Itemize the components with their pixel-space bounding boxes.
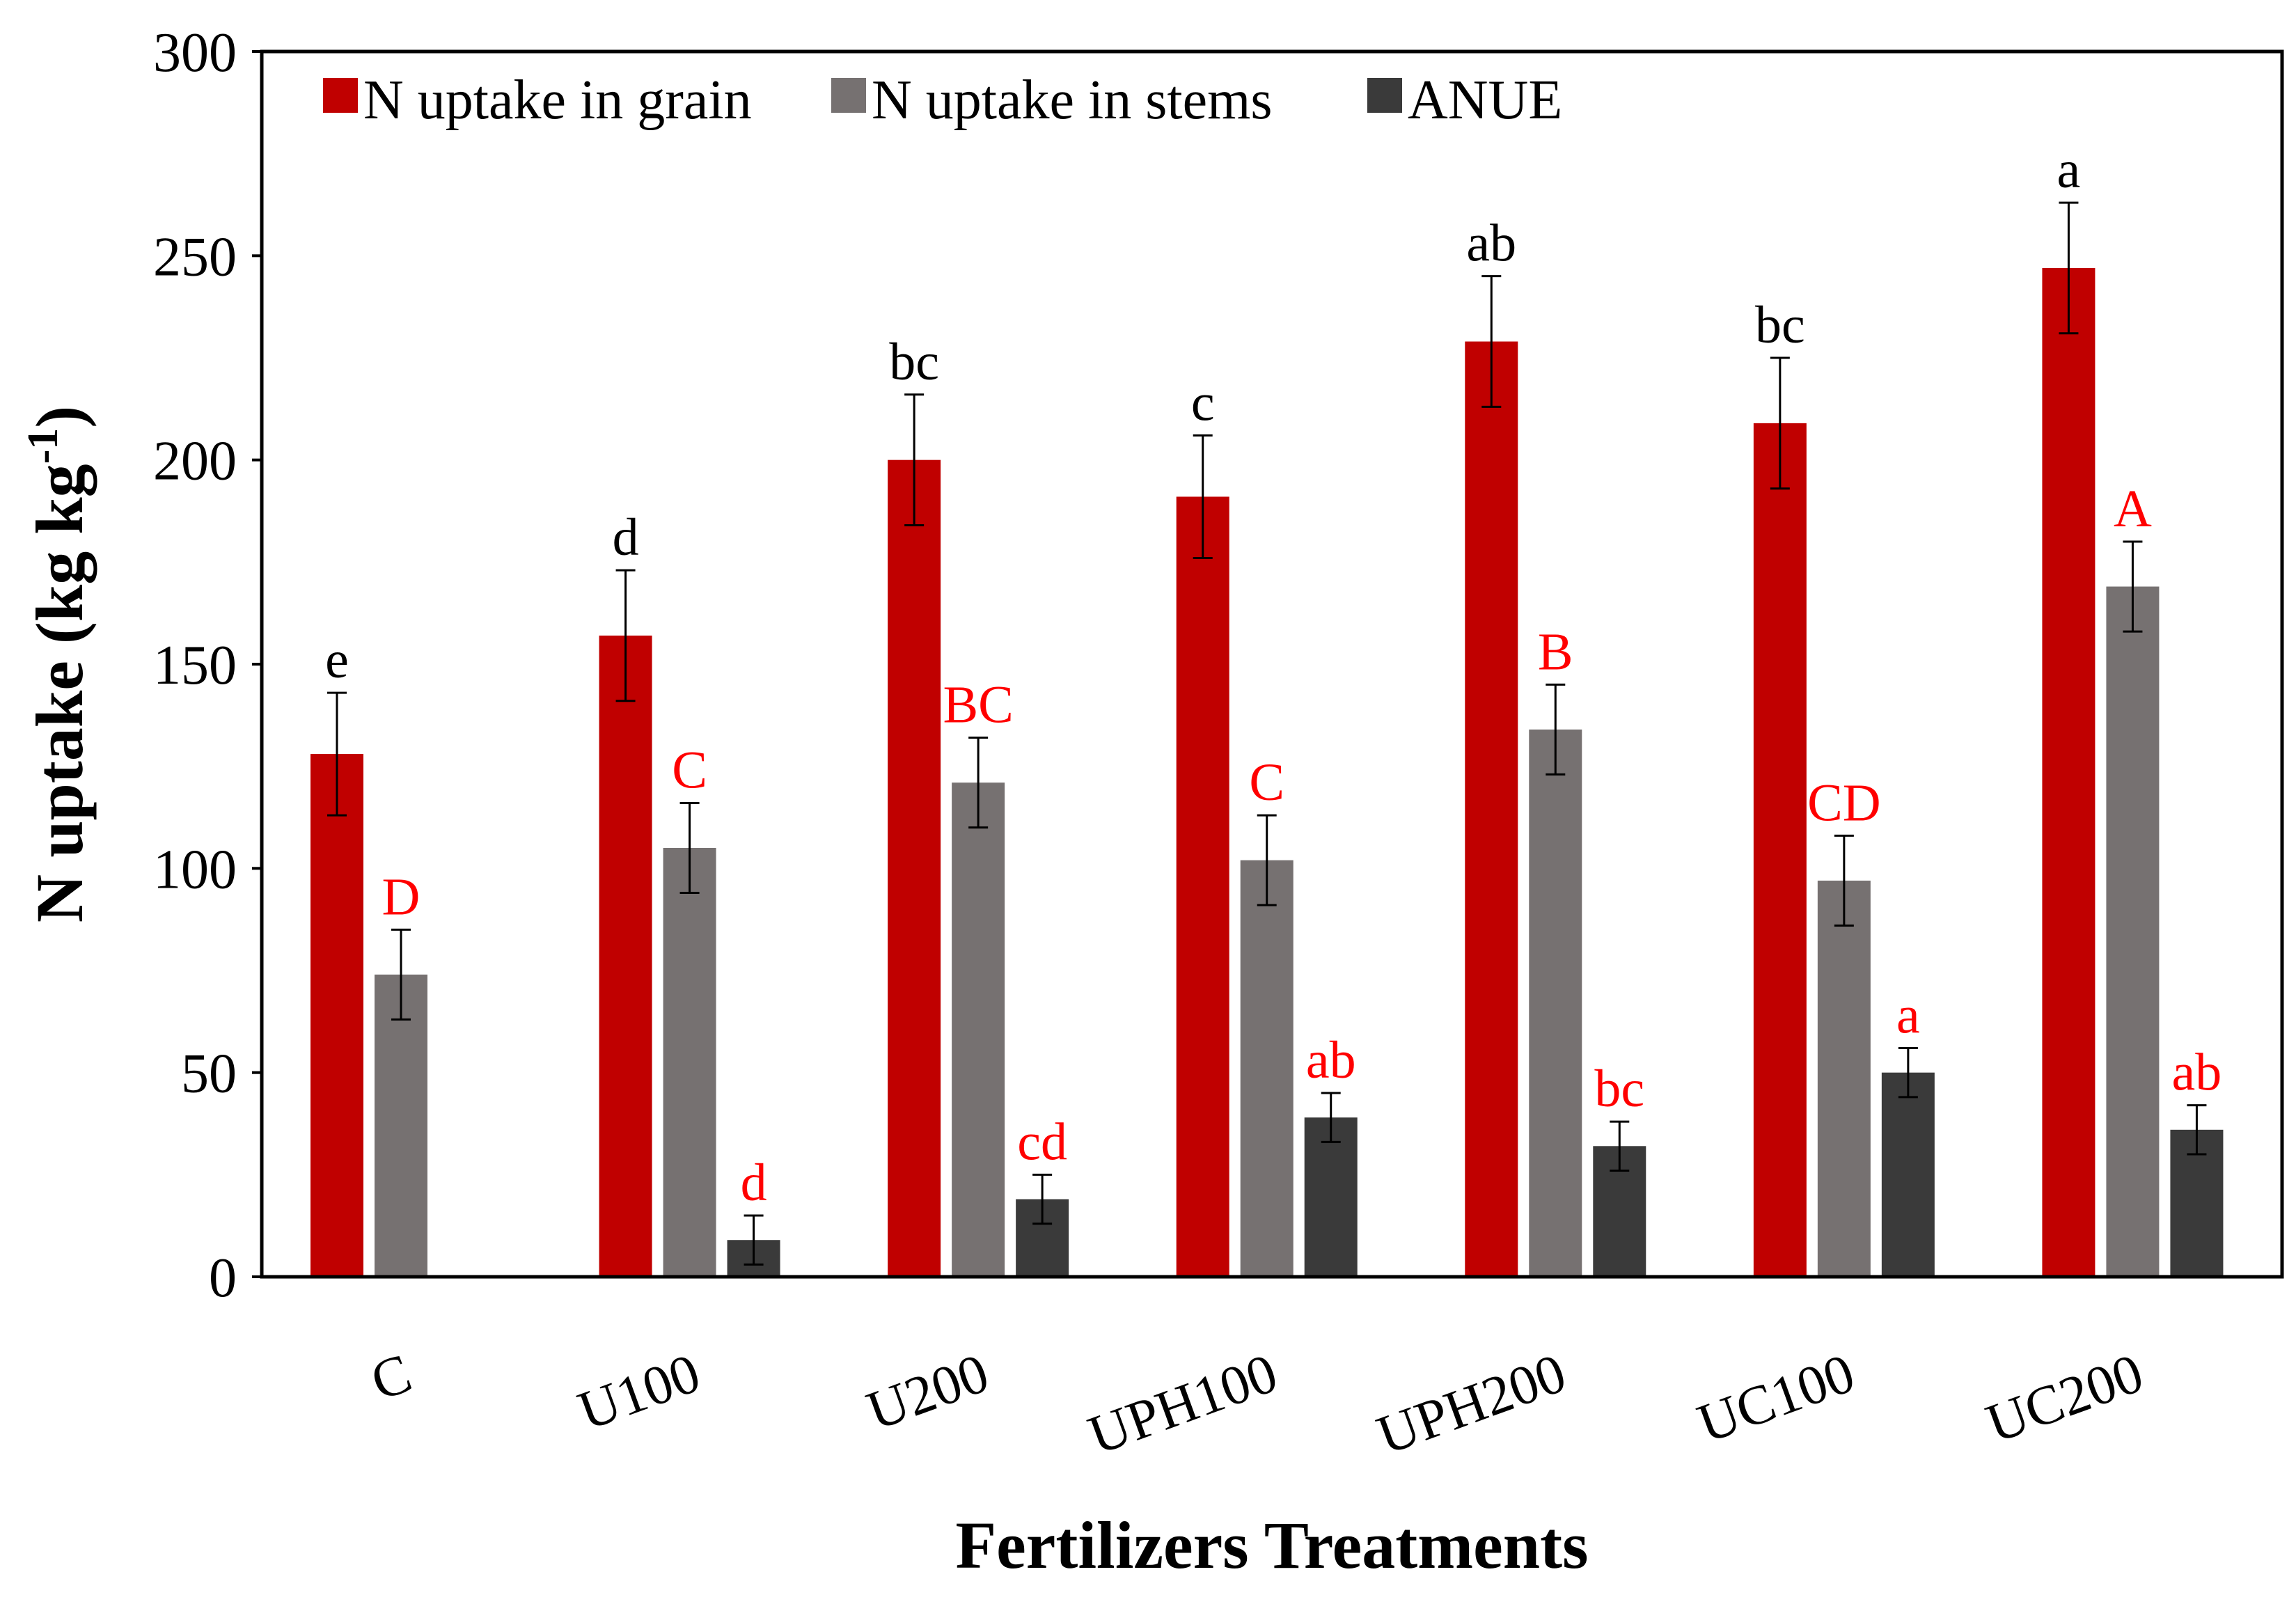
significance-label: c (1191, 373, 1215, 432)
bar (599, 635, 652, 1277)
y-tick-label: 200 (153, 431, 237, 492)
significance-label: A (2114, 480, 2152, 538)
significance-label: ab (1306, 1031, 1356, 1090)
y-tick-labels: 0 50 100 150 200 250 300 (153, 22, 237, 1309)
y-tick-label: 50 (181, 1044, 237, 1105)
y-axis-title-superscript: -1 (19, 428, 67, 464)
significance-label: cd (1017, 1112, 1067, 1171)
y-tick-marks (252, 50, 262, 1278)
significance-label: bc (1594, 1060, 1644, 1118)
bar (310, 754, 363, 1277)
bars (310, 267, 2224, 1277)
y-tick-label: 250 (153, 226, 237, 288)
significance-label: ab (2172, 1044, 2222, 1102)
bar (2042, 267, 2096, 1277)
y-axis-title-close: ) (22, 406, 97, 428)
significance-labels: e Dd Cd bc BC cd c Cab ab Bbc bc CD a a Aab (325, 141, 2222, 1212)
significance-label: D (382, 867, 420, 926)
plot-area-frame (260, 49, 2284, 1279)
significance-label: d (613, 508, 639, 567)
significance-label: bc (1755, 296, 1805, 354)
significance-label: a (2057, 141, 2081, 199)
significance-label: d (741, 1154, 767, 1212)
bar (1465, 341, 1518, 1277)
y-tick-label: 100 (153, 839, 237, 900)
x-axis-title: Fertilizers Treatments (956, 1508, 1589, 1582)
significance-label: C (1249, 753, 1284, 812)
bar (663, 848, 716, 1277)
legend-swatch (323, 78, 358, 113)
significance-label: B (1538, 622, 1573, 681)
bar (1881, 1072, 1935, 1277)
x-tick-label: U100 (571, 1342, 708, 1442)
x-tick-label: UC100 (1690, 1342, 1862, 1455)
significance-label: BC (943, 676, 1013, 734)
y-tick-label: 300 (153, 22, 237, 84)
x-tick-label: C (363, 1342, 419, 1413)
significance-label: a (1896, 986, 1920, 1044)
bar (1176, 496, 1229, 1277)
bar (1817, 880, 1871, 1277)
legend-swatch (1367, 78, 1402, 113)
y-axis-title: N uptake (kg kg-1) (19, 406, 97, 922)
significance-label: C (672, 741, 707, 799)
bar (375, 974, 427, 1277)
y-tick-label: 0 (209, 1248, 237, 1309)
bar (1753, 423, 1807, 1277)
bar (2106, 586, 2160, 1277)
y-axis-title-main: N uptake (kg kg (22, 464, 97, 922)
legend: N uptake in grain N uptake in stems ANUE (323, 70, 1562, 131)
significance-label: e (325, 631, 349, 689)
bar (1529, 729, 1582, 1277)
error-bars (327, 201, 2207, 1266)
bar (952, 783, 1005, 1277)
x-tick-label: UPH200 (1369, 1342, 1573, 1466)
bar (1240, 860, 1294, 1277)
legend-label: ANUE (1408, 70, 1562, 131)
x-tick-label: UC200 (1979, 1342, 2150, 1455)
significance-label: ab (1466, 214, 1516, 273)
significance-label: bc (889, 333, 939, 391)
x-tick-label: U200 (859, 1342, 996, 1442)
legend-label: N uptake in grain (363, 70, 752, 131)
x-tick-labels: C U100 U200 UPH100 UPH200 UC100 UC200 (363, 1342, 2151, 1466)
significance-label: CD (1807, 773, 1881, 832)
legend-label: N uptake in stems (872, 70, 1272, 131)
bar (888, 459, 941, 1277)
legend-swatch (831, 78, 866, 113)
x-tick-label: UPH100 (1081, 1342, 1285, 1466)
y-tick-label: 150 (153, 635, 237, 696)
bar (1304, 1117, 1358, 1277)
